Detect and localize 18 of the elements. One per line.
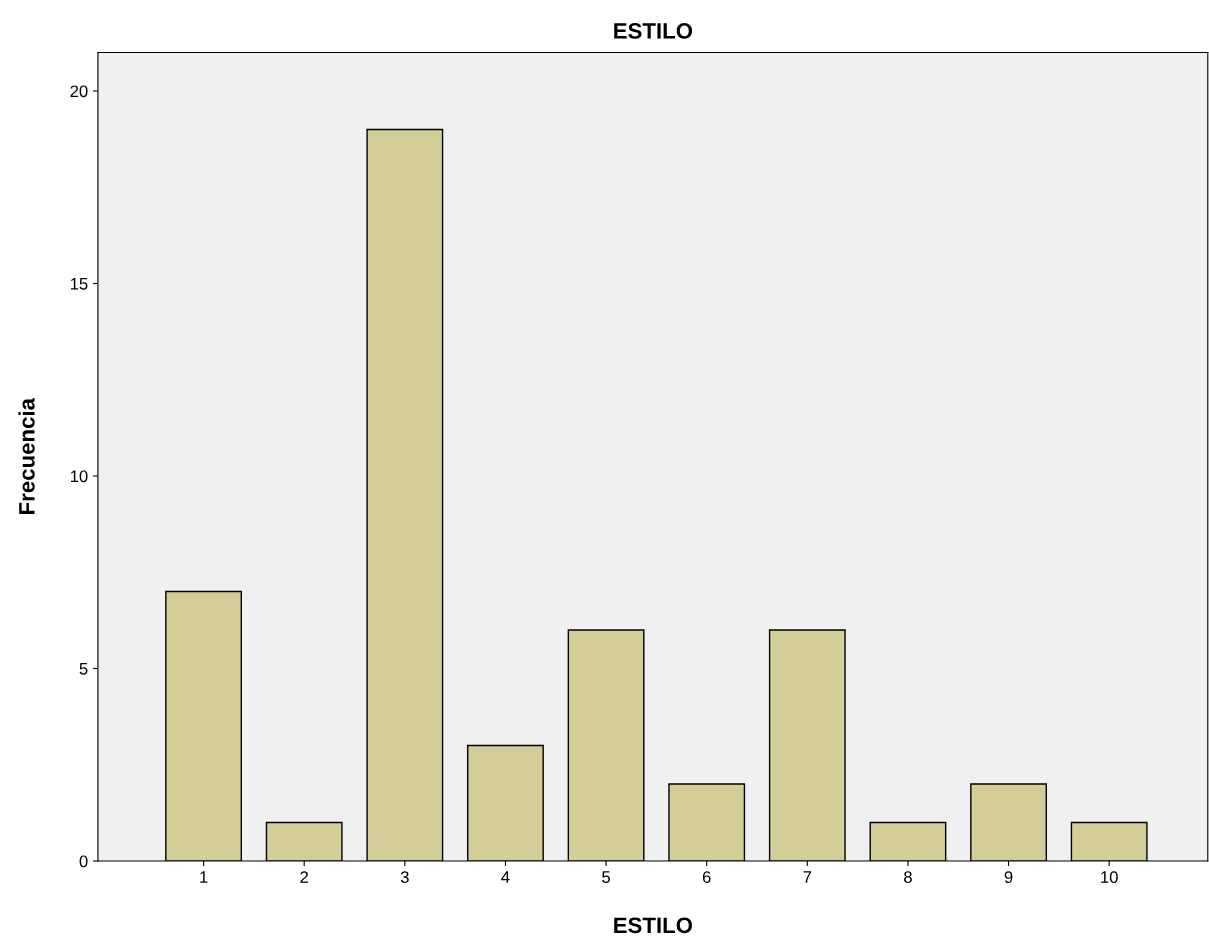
x-tick-label: 4 [501, 871, 510, 883]
x-tick-label: 5 [602, 871, 611, 883]
x-tick-label: 7 [803, 871, 812, 883]
x-tick-label: 9 [1004, 871, 1013, 883]
x-axis-title: ESTILO [614, 917, 693, 934]
y-tick-label: 0 [79, 855, 88, 868]
x-tick-label: 8 [904, 871, 912, 883]
chart-title: ESTILO [614, 23, 693, 39]
y-axis-title: Frecuencia [18, 397, 35, 514]
y-tick-label: 15 [70, 278, 88, 290]
x-tick-label: 6 [702, 871, 711, 883]
x-tick-label: 3 [400, 871, 409, 883]
y-tick-label: 10 [70, 470, 88, 483]
x-tick-label: 1 [200, 871, 208, 883]
y-tick-label: 5 [79, 663, 88, 675]
x-tick-label: 2 [300, 871, 308, 883]
y-tick-label: 20 [70, 85, 88, 98]
x-tick-label: 10 [1101, 871, 1118, 883]
